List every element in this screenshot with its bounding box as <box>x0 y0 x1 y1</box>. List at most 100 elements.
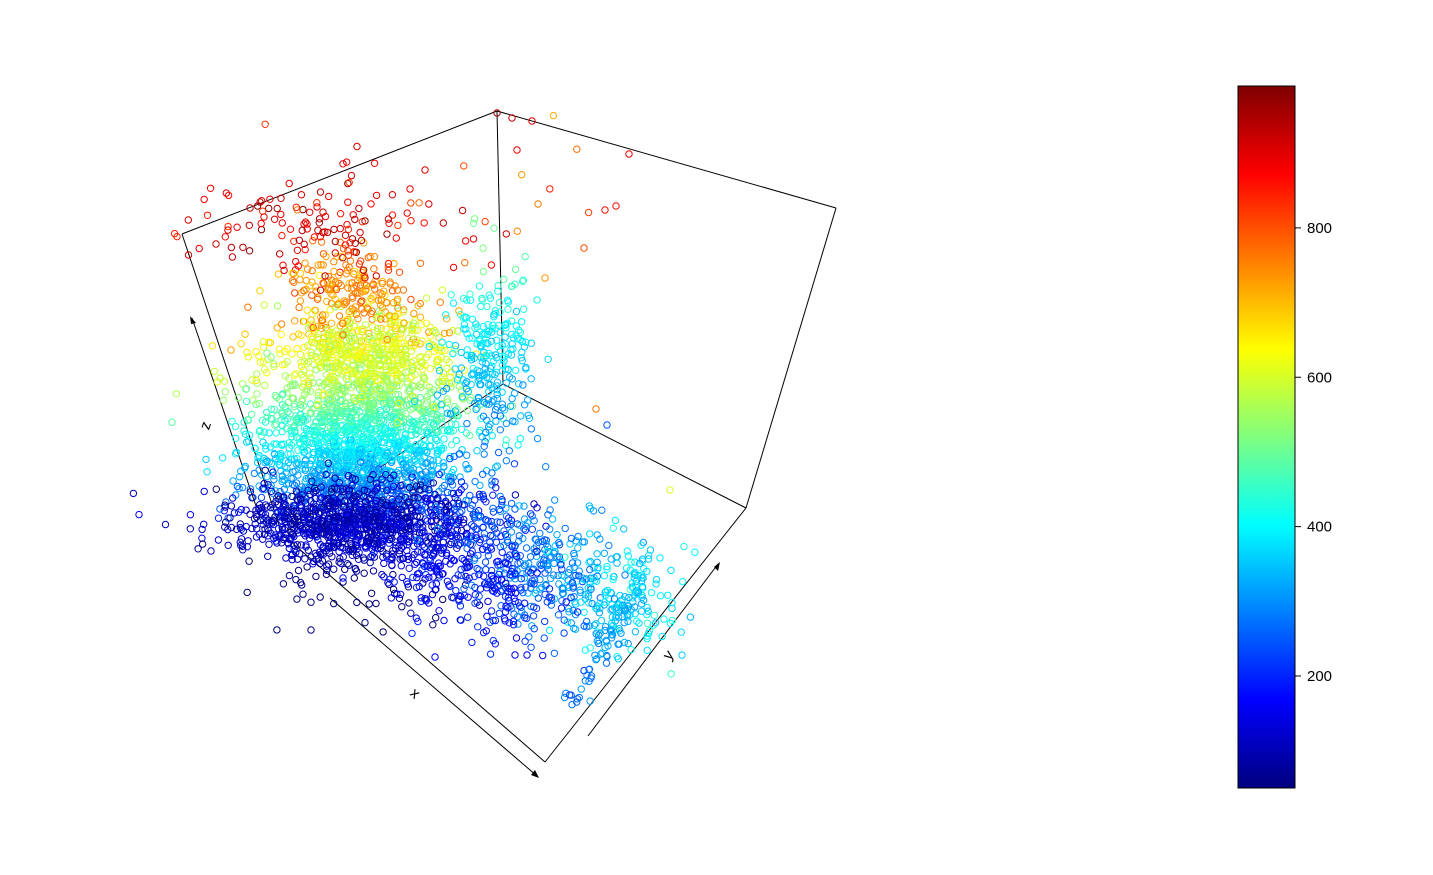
scatter-point <box>643 646 651 654</box>
scatter-point <box>370 265 378 273</box>
scatter-point <box>607 630 616 639</box>
scatter-point <box>389 570 397 579</box>
scatter-point <box>259 535 267 543</box>
scatter-point <box>451 493 459 502</box>
scatter-point <box>292 460 300 468</box>
scatter-point <box>444 398 452 406</box>
scatter-point <box>283 389 291 397</box>
scatter-point <box>200 195 208 204</box>
scatter-point <box>499 404 507 412</box>
scatter-point <box>596 599 604 607</box>
scatter-point <box>602 659 611 667</box>
scatter-point <box>339 553 347 561</box>
scatter-point <box>512 307 521 316</box>
scatter-point <box>403 209 411 217</box>
scatter-point <box>536 575 544 584</box>
scatter-point <box>343 532 351 540</box>
scatter-point <box>198 540 207 548</box>
scatter-point <box>519 276 528 284</box>
scatter-point <box>500 275 508 283</box>
scatter-point <box>402 441 410 450</box>
scatter-point <box>439 444 448 452</box>
scatter-point <box>447 475 455 483</box>
scatter-point <box>319 261 327 269</box>
scatter-point <box>309 560 317 568</box>
scatter-point <box>463 576 471 584</box>
scatter-point <box>308 335 316 343</box>
scatter-point <box>447 383 455 391</box>
scatter-point <box>381 455 390 463</box>
scatter-point <box>342 408 351 416</box>
scatter-point <box>405 599 413 607</box>
scatter-point <box>418 526 426 534</box>
scatter-point <box>267 503 275 512</box>
scatter-point <box>530 517 538 525</box>
scatter-point <box>328 329 337 337</box>
scatter-point <box>514 441 522 449</box>
scatter-point <box>433 534 441 542</box>
scatter-point <box>313 203 321 211</box>
scatter-point <box>360 569 368 577</box>
scatter-point <box>384 215 393 223</box>
scatter-point <box>630 574 638 582</box>
scatter-point <box>370 253 379 261</box>
scatter-point <box>369 292 377 300</box>
scatter-point <box>620 525 628 533</box>
scatter-point <box>557 561 565 569</box>
scatter-point <box>440 516 448 524</box>
scatter-point <box>404 461 413 469</box>
scatter-point <box>220 507 229 515</box>
scatter-point <box>405 442 413 450</box>
scatter-point <box>491 463 500 471</box>
scatter-point <box>283 384 291 392</box>
scatter-point <box>386 396 394 405</box>
scatter-point <box>448 593 456 601</box>
scatter-point <box>468 638 476 647</box>
scatter-point <box>294 446 302 454</box>
scatter-point <box>649 621 658 629</box>
scatter-point <box>261 120 269 129</box>
scatter-point <box>354 276 362 285</box>
scatter-point <box>460 556 468 565</box>
scatter-point <box>370 381 378 389</box>
scatter-point <box>467 550 475 558</box>
scatter-point <box>284 458 293 467</box>
scatter-point <box>421 551 429 559</box>
scatter-point <box>454 489 463 497</box>
scatter-point <box>460 591 469 599</box>
scatter-point <box>565 583 573 591</box>
scatter-point <box>407 295 415 304</box>
scatter-point <box>332 364 340 372</box>
scatter-point <box>483 612 491 620</box>
scatter-point <box>403 423 411 432</box>
scatter-point <box>440 481 449 490</box>
scatter-point <box>237 505 245 514</box>
scatter-point <box>432 503 440 511</box>
scatter-point <box>472 350 480 358</box>
scatter-point <box>371 390 379 398</box>
scatter-point <box>278 428 286 436</box>
scatter-point <box>520 305 528 313</box>
scatter-point <box>640 596 648 604</box>
scatter-point <box>278 391 287 399</box>
scatter-point <box>343 560 352 568</box>
scatter-point <box>366 395 375 403</box>
scatter-point <box>315 219 323 227</box>
scatter-point <box>486 543 495 551</box>
scatter-point <box>525 559 533 568</box>
scatter-point <box>322 566 331 574</box>
scatter-point <box>301 259 309 267</box>
scatter-point <box>231 422 240 431</box>
scatter-point <box>299 366 308 374</box>
scatter-point <box>261 365 269 373</box>
scatter-point <box>515 537 523 545</box>
scatter-point <box>389 413 397 421</box>
scatter-point <box>335 312 344 320</box>
scatter-point <box>256 426 264 435</box>
scatter-point <box>362 497 370 505</box>
scatter-point <box>438 400 446 408</box>
scatter-point <box>468 334 476 342</box>
scatter-point <box>442 355 451 364</box>
scatter-point <box>300 240 308 249</box>
scatter-point <box>285 571 294 580</box>
